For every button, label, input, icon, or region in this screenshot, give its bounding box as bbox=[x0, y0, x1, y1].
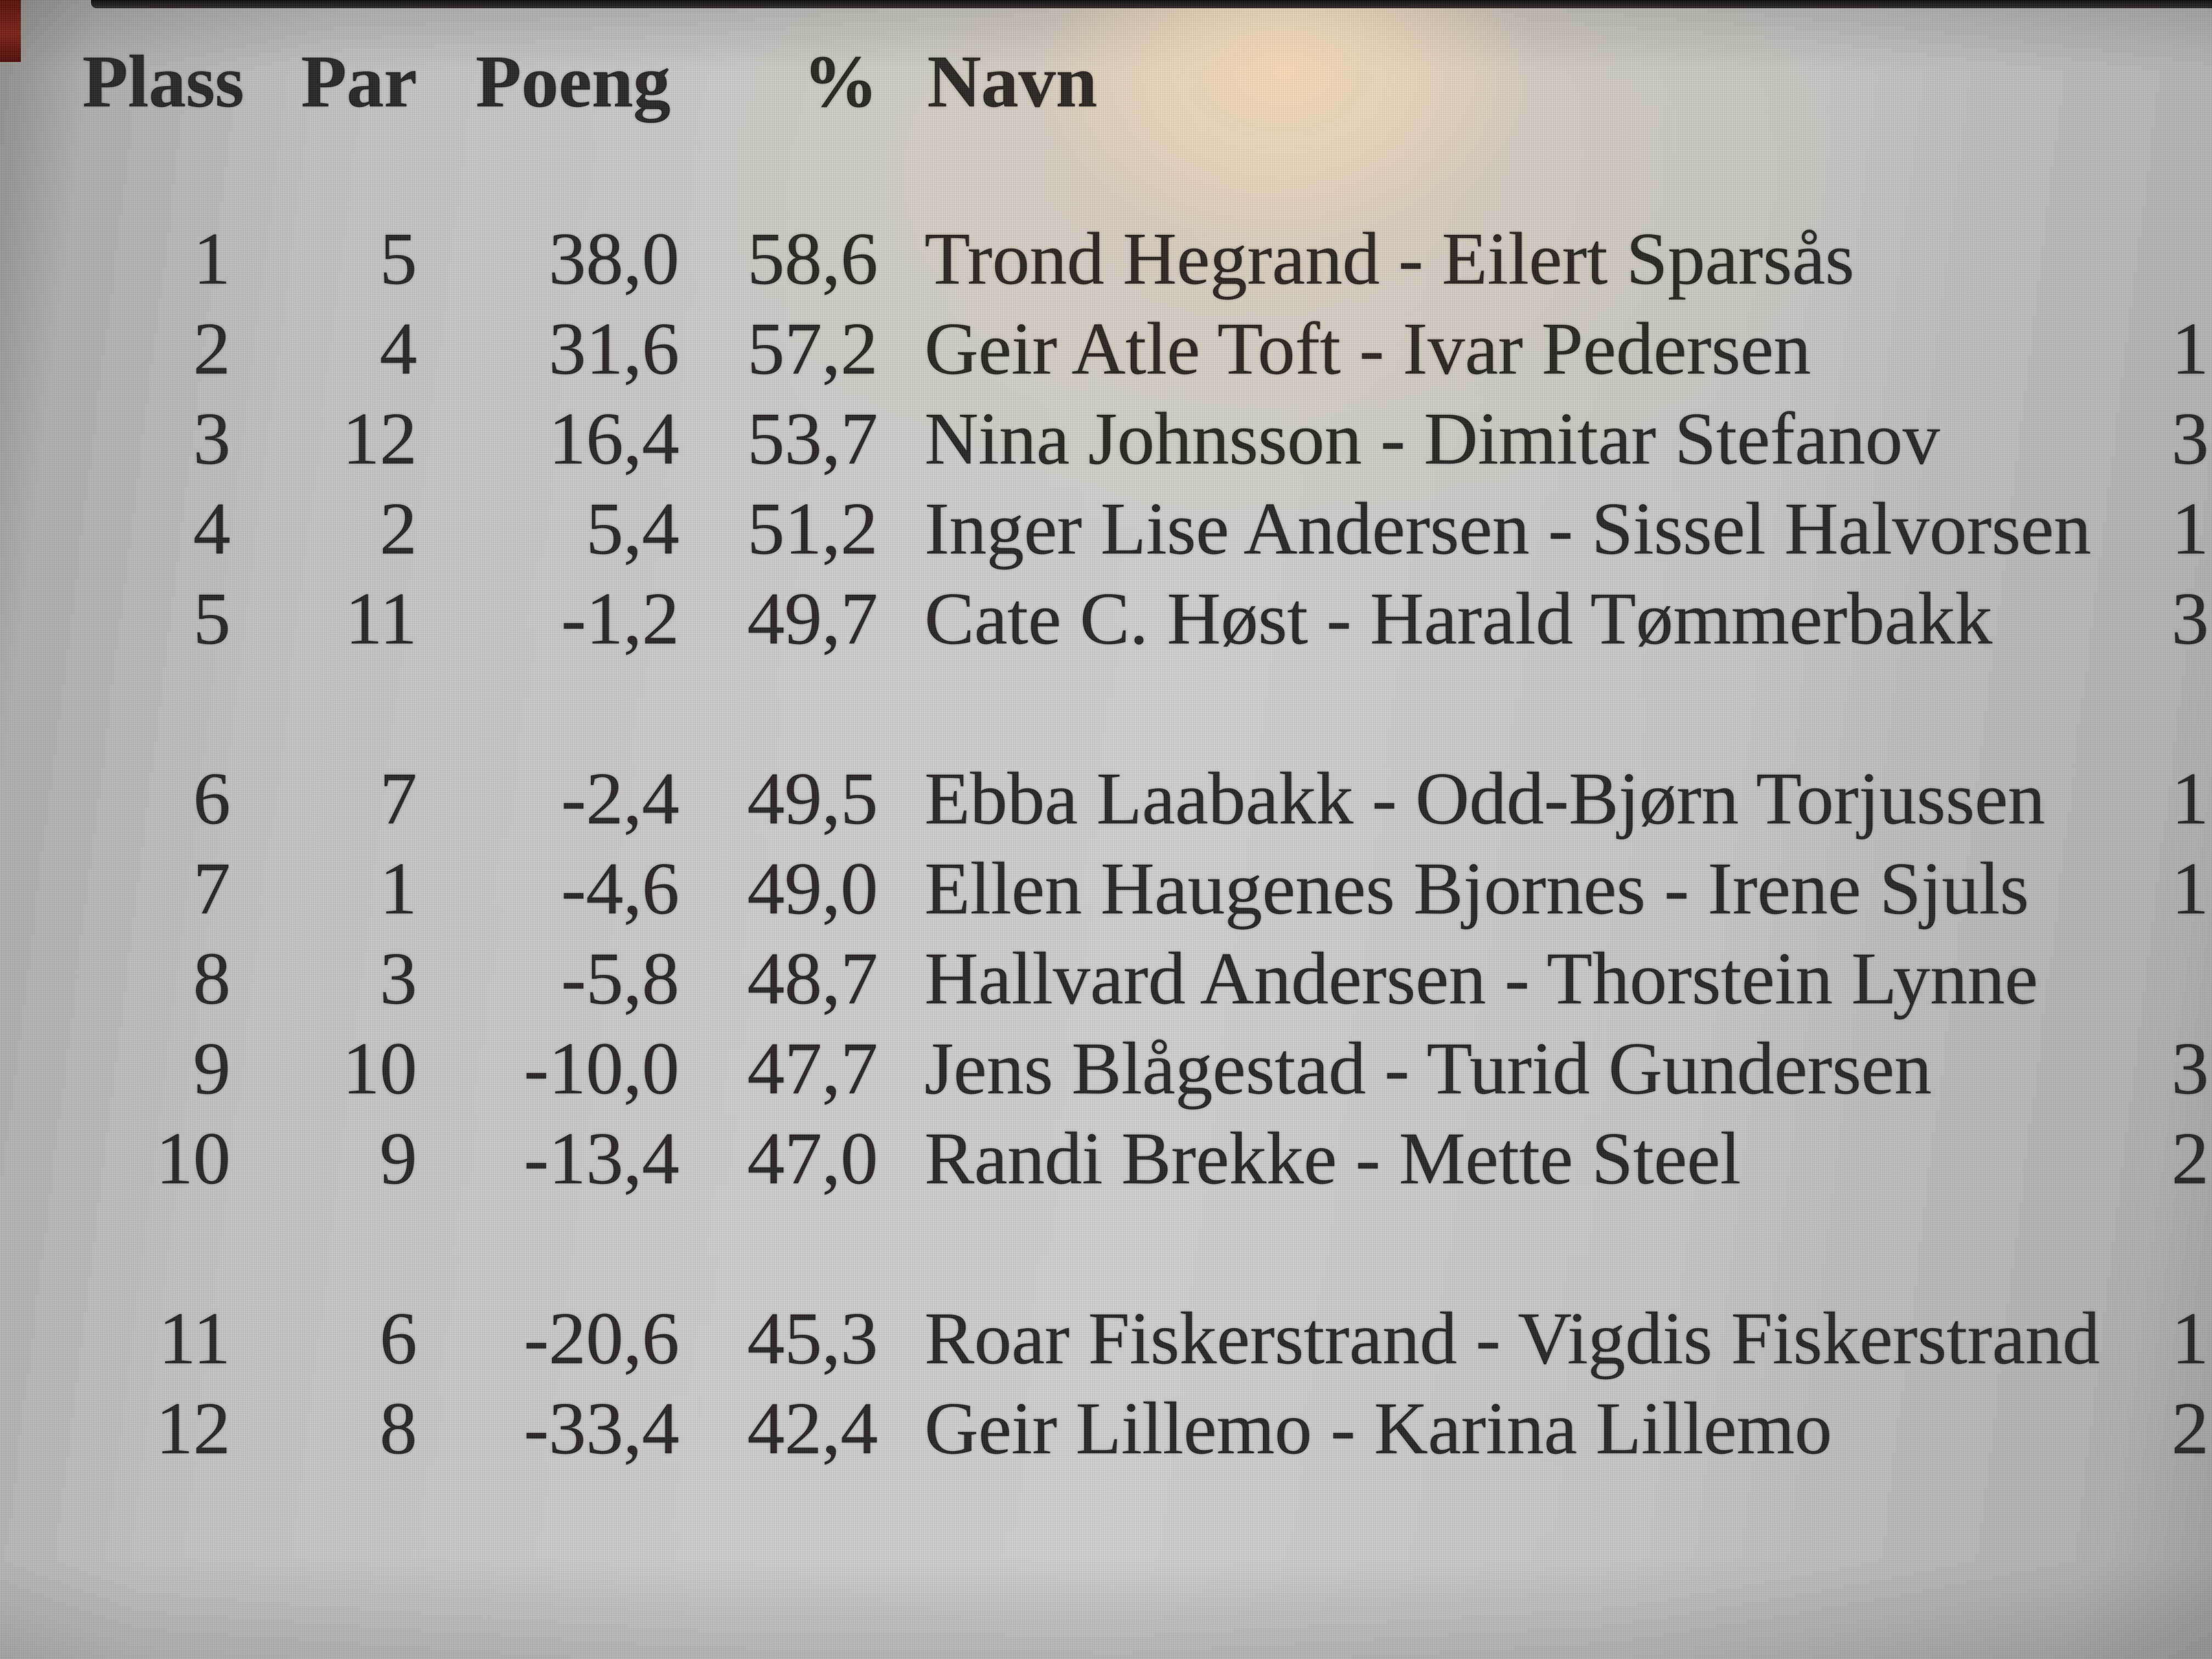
names-cell: Trond Hegrand - Eilert Sparsås bbox=[924, 218, 1854, 300]
table-row: 2 4 31,6 57,2 Geir Atle Toft - Ivar Pede… bbox=[0, 312, 2212, 405]
percent-cell: 51,2 bbox=[747, 488, 878, 570]
pair-number-cell: 12 bbox=[342, 398, 417, 480]
column-header-poeng: Poeng bbox=[475, 41, 670, 123]
pair-number-cell: 1 bbox=[380, 848, 417, 930]
rank-cell: 10 bbox=[156, 1118, 230, 1200]
table-header-row: Plass Par Poeng % Navn bbox=[0, 44, 2212, 138]
cutoff-column-value: 1 bbox=[2171, 848, 2209, 930]
names-cell: Jens Blågestad - Turid Gundersen bbox=[924, 1028, 1932, 1110]
names-cell: Randi Brekke - Mette Steel bbox=[924, 1118, 1741, 1200]
pair-number-cell: 4 bbox=[380, 308, 417, 390]
points-cell: -20,6 bbox=[523, 1297, 679, 1380]
rank-cell: 3 bbox=[193, 398, 230, 480]
percent-cell: 45,3 bbox=[747, 1297, 878, 1380]
pair-number-cell: 11 bbox=[345, 578, 417, 660]
column-header-plass: Plass bbox=[82, 41, 244, 123]
names-cell: Geir Atle Toft - Ivar Pedersen bbox=[924, 308, 1811, 390]
table-row: 12 8 -33,4 42,4 Geir Lillemo - Karina Li… bbox=[0, 1391, 2212, 1485]
table-row: 4 2 5,4 51,2 Inger Lise Andersen - Sisse… bbox=[0, 492, 2212, 585]
percent-cell: 47,7 bbox=[747, 1028, 878, 1110]
pair-number-cell: 3 bbox=[380, 938, 417, 1020]
points-cell: -1,2 bbox=[561, 578, 679, 660]
names-cell: Nina Johnsson - Dimitar Stefanov bbox=[924, 398, 1940, 480]
table-row: 10 9 -13,4 47,0 Randi Brekke - Mette Ste… bbox=[0, 1121, 2212, 1215]
pair-number-cell: 10 bbox=[342, 1028, 417, 1110]
cutoff-column-value: 1 bbox=[2171, 758, 2209, 840]
pair-number-cell: 9 bbox=[380, 1118, 417, 1200]
percent-cell: 49,5 bbox=[747, 758, 878, 840]
table-row: 6 7 -2,4 49,5 Ebba Laabakk - Odd-Bjørn T… bbox=[0, 761, 2212, 855]
table-row: 11 6 -20,6 45,3 Roar Fiskerstrand - Vigd… bbox=[0, 1301, 2212, 1395]
names-cell: Roar Fiskerstrand - Vigdis Fiskerstrand bbox=[924, 1297, 2100, 1380]
percent-cell: 42,4 bbox=[747, 1387, 878, 1470]
column-header-par: Par bbox=[301, 41, 417, 123]
percent-cell: 57,2 bbox=[747, 308, 878, 390]
rank-cell: 7 bbox=[193, 848, 230, 930]
rank-cell: 5 bbox=[193, 578, 230, 660]
cutoff-column-value: 3 bbox=[2171, 398, 2209, 480]
cutoff-column-value: 2 bbox=[2171, 1118, 2209, 1200]
rank-cell: 9 bbox=[193, 1028, 230, 1110]
pair-number-cell: 7 bbox=[380, 758, 417, 840]
points-cell: 5,4 bbox=[586, 488, 679, 570]
cutoff-column-value: 3 bbox=[2171, 578, 2209, 660]
points-cell: 38,0 bbox=[549, 218, 679, 300]
percent-cell: 49,7 bbox=[747, 578, 878, 660]
table-row: 1 5 38,0 58,6 Trond Hegrand - Eilert Spa… bbox=[0, 222, 2212, 315]
points-cell: -2,4 bbox=[561, 758, 679, 840]
names-cell: Inger Lise Andersen - Sissel Halvorsen bbox=[924, 488, 2091, 570]
names-cell: Geir Lillemo - Karina Lillemo bbox=[924, 1387, 1832, 1470]
points-cell: -4,6 bbox=[561, 848, 679, 930]
points-cell: 31,6 bbox=[549, 308, 679, 390]
pair-number-cell: 8 bbox=[380, 1387, 417, 1470]
cutoff-column-value: 2 bbox=[2171, 1387, 2209, 1470]
points-cell: -5,8 bbox=[561, 938, 679, 1020]
table-row: 3 12 16,4 53,7 Nina Johnsson - Dimitar S… bbox=[0, 402, 2212, 495]
pair-number-cell: 6 bbox=[380, 1297, 417, 1380]
names-cell: Ellen Haugenes Bjornes - Irene Sjuls bbox=[924, 848, 2029, 930]
names-cell: Ebba Laabakk - Odd-Bjørn Torjussen bbox=[924, 758, 2045, 840]
table-row: 5 11 -1,2 49,7 Cate C. Høst - Harald Tøm… bbox=[0, 582, 2212, 675]
pair-number-cell: 5 bbox=[380, 218, 417, 300]
rank-cell: 1 bbox=[193, 218, 230, 300]
rank-cell: 11 bbox=[159, 1297, 230, 1380]
cutoff-column-value: 3 bbox=[2171, 1028, 2209, 1110]
rank-cell: 8 bbox=[193, 938, 230, 1020]
percent-cell: 48,7 bbox=[747, 938, 878, 1020]
rank-cell: 4 bbox=[193, 488, 230, 570]
names-cell: Cate C. Høst - Harald Tømmerbakk bbox=[924, 578, 1993, 660]
column-header-navn: Navn bbox=[927, 41, 1097, 123]
percent-cell: 58,6 bbox=[747, 218, 878, 300]
table-row: 8 3 -5,8 48,7 Hallvard Andersen - Thorst… bbox=[0, 941, 2212, 1035]
points-cell: -13,4 bbox=[523, 1118, 679, 1200]
red-corner-patch bbox=[0, 0, 21, 62]
points-cell: -10,0 bbox=[523, 1028, 679, 1110]
rank-cell: 2 bbox=[193, 308, 230, 390]
percent-cell: 47,0 bbox=[747, 1118, 878, 1200]
names-cell: Hallvard Andersen - Thorstein Lynne bbox=[924, 938, 2038, 1020]
cutoff-column-value: 1 bbox=[2171, 1297, 2209, 1380]
cutoff-column-value: 1 bbox=[2171, 308, 2209, 390]
points-cell: 16,4 bbox=[549, 398, 679, 480]
percent-cell: 49,0 bbox=[747, 848, 878, 930]
points-cell: -33,4 bbox=[523, 1387, 679, 1470]
percent-cell: 53,7 bbox=[747, 398, 878, 480]
cutoff-column-value: 1 bbox=[2171, 488, 2209, 570]
rank-cell: 12 bbox=[156, 1387, 230, 1470]
table-row: 7 1 -4,6 49,0 Ellen Haugenes Bjornes - I… bbox=[0, 851, 2212, 945]
column-header-percent: % bbox=[803, 41, 878, 123]
pair-number-cell: 2 bbox=[380, 488, 417, 570]
screen-top-edge-bar bbox=[91, 0, 2212, 8]
rank-cell: 6 bbox=[193, 758, 230, 840]
table-row: 9 10 -10,0 47,7 Jens Blågestad - Turid G… bbox=[0, 1031, 2212, 1125]
